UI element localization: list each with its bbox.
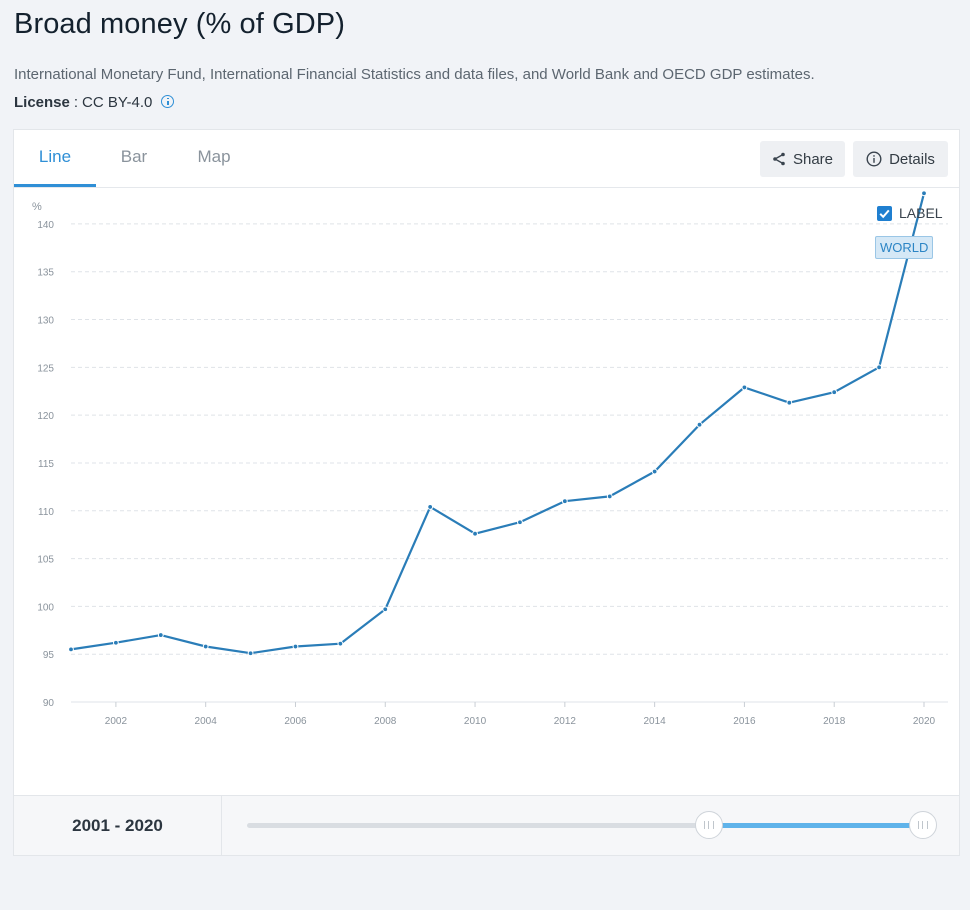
info-icon[interactable] [161, 95, 175, 108]
y-tick-label: 140 [37, 220, 54, 231]
data-point [202, 643, 209, 650]
data-point [68, 646, 74, 653]
license-separator: : [73, 94, 79, 111]
range-bar: 2001 - 2020 [13, 796, 960, 856]
y-tick-label: 120 [37, 411, 54, 422]
tab-line[interactable]: Line [14, 130, 96, 187]
check-icon [879, 209, 890, 219]
data-point [786, 399, 793, 406]
tab-map[interactable]: Map [197, 147, 231, 166]
data-point [157, 632, 164, 638]
slider-handle-end[interactable] [909, 811, 937, 839]
data-point [382, 606, 389, 613]
data-point [517, 519, 523, 526]
label-toggle-text: LABEL [899, 205, 943, 221]
grip-icon [918, 821, 928, 829]
data-point [561, 498, 568, 505]
details-button[interactable]: Details [853, 141, 948, 177]
x-tick-label: 2020 [913, 716, 936, 727]
data-point [921, 190, 927, 197]
y-tick-label: 105 [37, 555, 54, 566]
data-point [651, 468, 658, 475]
share-label: Share [792, 150, 834, 168]
y-tick-label: 115 [38, 459, 54, 470]
x-tick-label: 2014 [644, 716, 667, 727]
grip-icon [703, 821, 714, 829]
data-point [696, 421, 703, 428]
share-button[interactable]: Share [760, 141, 845, 177]
x-tick-label: 2012 [554, 716, 577, 727]
info-circle-icon [866, 151, 882, 167]
license-value: CC BY-4.0 [82, 94, 153, 111]
data-point [876, 364, 883, 371]
series-line-world [70, 193, 926, 655]
data-point [247, 650, 254, 657]
x-tick-label: 2004 [195, 716, 218, 727]
y-tick-label: 125 [37, 363, 54, 374]
x-tick-label: 2006 [284, 716, 307, 727]
y-tick-label: 110 [38, 507, 54, 518]
x-tick-label: 2002 [105, 716, 128, 727]
slider-selected-range [708, 823, 923, 828]
source-text: International Monetary Fund, Internation… [14, 66, 815, 83]
data-point [472, 530, 478, 537]
data-point [606, 493, 613, 500]
x-tick-label: 2016 [733, 716, 756, 727]
data-point [831, 389, 838, 396]
x-tick-label: 2008 [374, 716, 397, 727]
data-point [292, 643, 299, 650]
details-label: Details [889, 150, 935, 168]
y-tick-label: 100 [37, 602, 54, 613]
license-line: License : CC BY-4.0 [14, 94, 175, 111]
y-tick-label: 90 [43, 698, 55, 709]
tab-bar-chart[interactable]: Bar [120, 147, 148, 166]
slider-track[interactable] [247, 823, 923, 828]
y-tick-label: 130 [37, 316, 54, 327]
page-title: Broad money (% of GDP) [14, 8, 345, 40]
data-point [337, 640, 344, 647]
share-icon [772, 152, 786, 166]
y-tick-label: 135 [37, 268, 54, 279]
range-label: 2001 - 2020 [14, 796, 222, 855]
x-tick-label: 2018 [823, 716, 846, 727]
x-tick-label: 2010 [464, 716, 487, 727]
label-checkbox[interactable] [877, 206, 892, 221]
chart-panel: Line Bar Map Share [13, 129, 960, 796]
data-point [112, 639, 119, 646]
license-key: License [14, 94, 70, 111]
data-point [427, 504, 434, 510]
line-chart: % 90 95 100 105 110 115 120 125 130 135 140 2002 2004… [32, 190, 948, 727]
series-tag-world: WORLD [875, 236, 934, 259]
data-point [741, 384, 748, 391]
y-axis-label: % [32, 201, 42, 213]
slider-handle-start[interactable] [694, 811, 723, 839]
tab-bar: Line Bar Map Share [14, 130, 959, 188]
y-tick-label: 95 [43, 650, 55, 661]
